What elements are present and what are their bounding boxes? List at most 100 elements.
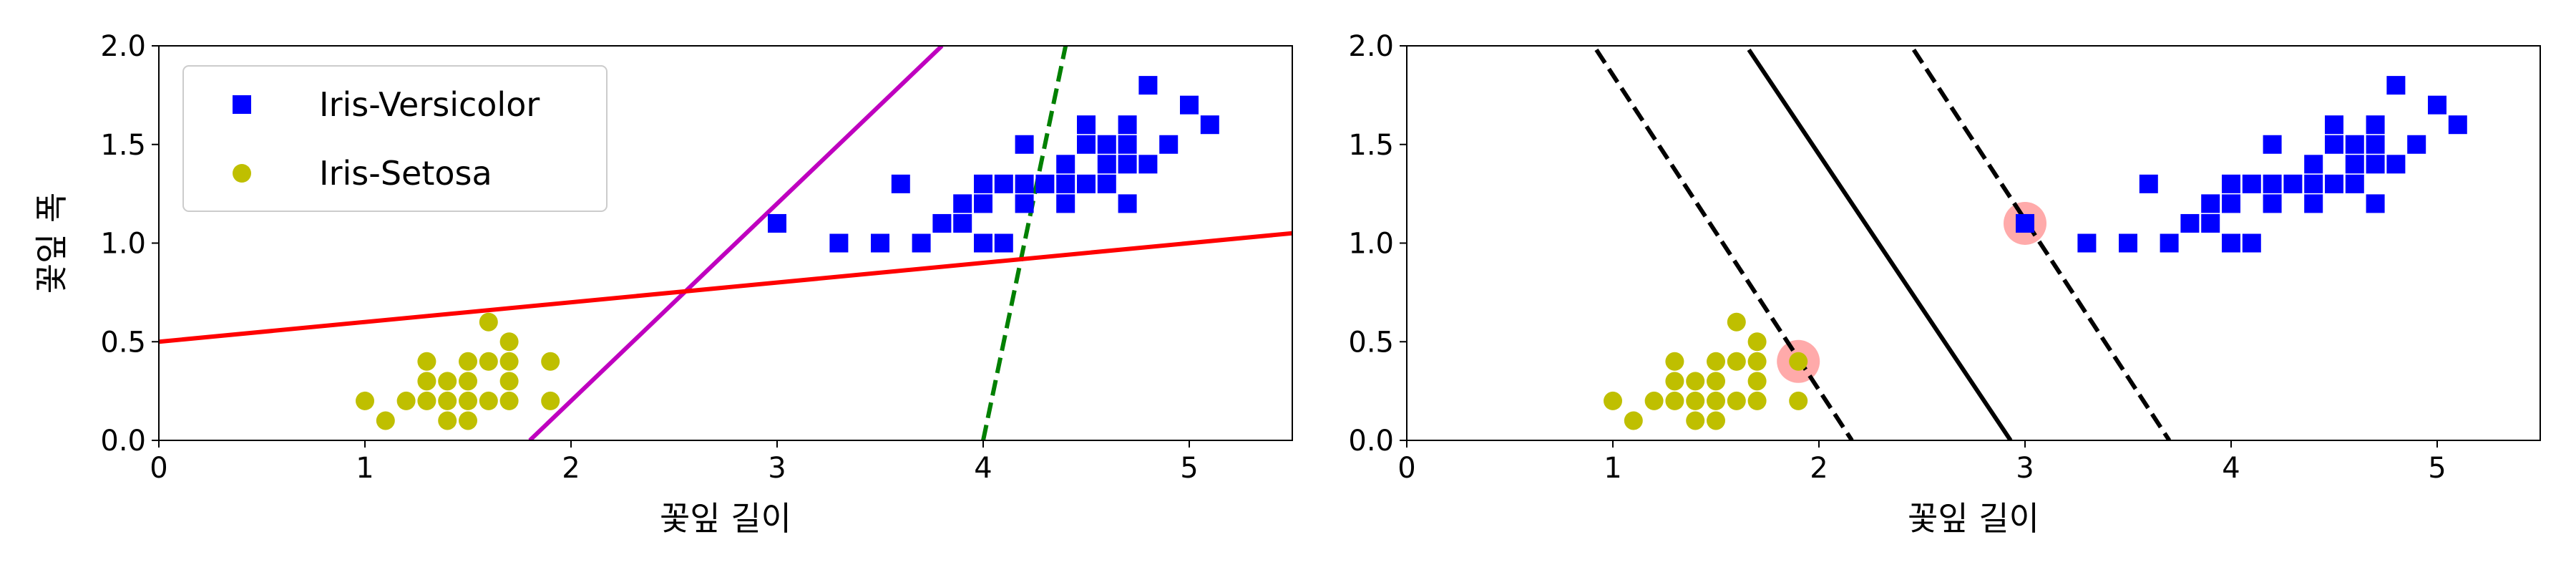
versicolor-point xyxy=(2201,213,2220,233)
setosa-point xyxy=(1747,391,1767,410)
versicolor-point xyxy=(871,233,889,253)
chart-panel-2: 0 1 2 3 4 5 0.0 0.5 1.0 1.5 2.0 꽃잎 길이 xyxy=(1348,30,2541,538)
x-axis-label: 꽃잎 길이 xyxy=(660,499,791,538)
versicolor-point xyxy=(2366,194,2385,213)
versicolor-point xyxy=(2160,233,2179,253)
setosa-point xyxy=(459,391,477,410)
setosa-point xyxy=(499,332,519,352)
setosa-point xyxy=(1747,352,1767,371)
versicolor-point xyxy=(1015,174,1034,193)
versicolor-point xyxy=(994,233,1013,253)
x-tick-label: 3 xyxy=(2016,452,2034,485)
versicolor-point xyxy=(2242,174,2261,193)
versicolor-point xyxy=(829,233,849,253)
setosa-point xyxy=(1624,411,1643,430)
versicolor-point xyxy=(2325,174,2343,193)
versicolor-point xyxy=(2263,135,2282,154)
versicolor-point xyxy=(2345,155,2364,174)
versicolor-point xyxy=(953,194,972,213)
versicolor-point xyxy=(1118,155,1137,174)
x-tick-label: 2 xyxy=(562,452,580,485)
versicolor-point xyxy=(1077,135,1096,154)
versicolor-point xyxy=(2222,174,2240,193)
setosa-point xyxy=(417,372,436,391)
versicolor-point xyxy=(2222,233,2240,253)
x-tick-label: 0 xyxy=(150,452,167,485)
versicolor-point xyxy=(2263,174,2282,193)
versicolor-point xyxy=(2077,233,2097,253)
versicolor-point xyxy=(2304,174,2323,193)
setosa-point xyxy=(499,391,519,410)
versicolor-point xyxy=(1138,76,1158,95)
setosa-point xyxy=(438,391,457,410)
versicolor-point xyxy=(1015,194,1034,213)
setosa-point xyxy=(1707,372,1725,391)
setosa-point xyxy=(1686,411,1705,430)
versicolor-point xyxy=(1056,174,1075,193)
setosa-point xyxy=(1644,391,1664,410)
versicolor-point xyxy=(974,233,992,253)
versicolor-point xyxy=(1159,135,1179,154)
x-tick-label: 2 xyxy=(1810,452,1828,485)
setosa-point xyxy=(438,372,457,391)
versicolor-point xyxy=(2304,155,2323,174)
setosa-point xyxy=(1727,352,1746,371)
setosa-point xyxy=(1747,372,1767,391)
setosa-point xyxy=(376,411,395,430)
versicolor-point xyxy=(1077,115,1096,135)
setosa-point xyxy=(1707,391,1725,410)
x-tick-label: 0 xyxy=(1397,452,1415,485)
versicolor-point xyxy=(2366,135,2385,154)
versicolor-point xyxy=(953,213,972,233)
versicolor-point xyxy=(1138,155,1158,174)
x-tick-label: 5 xyxy=(2428,452,2446,485)
y-tick-label: 1.0 xyxy=(1348,228,1394,261)
setosa-point xyxy=(356,391,374,410)
legend-entry: Iris-Versicolor xyxy=(319,85,540,124)
dashed-boundary-line xyxy=(1911,48,2172,440)
chart-panel-1: 0 1 2 3 4 5 0.0 0.5 1.0 1.5 2.0 꽃잎 길이 꽃잎 폭 Iris-Versi… xyxy=(32,30,1293,538)
versicolor-point xyxy=(2325,115,2343,135)
x-tick-label: 1 xyxy=(1604,452,1621,485)
versicolor-point xyxy=(1180,95,1199,115)
setosa-point xyxy=(499,372,519,391)
versicolor-point xyxy=(2242,233,2261,253)
y-tick-label: 1.5 xyxy=(1348,129,1394,162)
legend-versicolor-marker xyxy=(233,95,251,114)
plot-area xyxy=(1594,48,2467,440)
legend-box xyxy=(182,65,608,212)
versicolor-point xyxy=(2386,76,2406,95)
setosa-point xyxy=(1727,312,1746,332)
setosa-point xyxy=(479,391,498,410)
versicolor-point xyxy=(1077,174,1096,193)
versicolor-point xyxy=(2304,194,2323,213)
y-tick-label: 0.0 xyxy=(1348,425,1394,458)
setosa-point xyxy=(1604,391,1622,410)
plot-background xyxy=(1407,46,2540,440)
versicolor-point xyxy=(1035,174,1055,193)
setosa-point xyxy=(459,372,477,391)
x-tick-label: 4 xyxy=(2222,452,2240,485)
versicolor-point xyxy=(2325,135,2343,154)
versicolor-point xyxy=(2263,194,2282,213)
versicolor-point xyxy=(1118,115,1137,135)
versicolor-point xyxy=(2345,174,2364,193)
versicolor-point xyxy=(1056,194,1075,213)
x-axis-label: 꽃잎 길이 xyxy=(1908,499,2039,538)
setosa-point xyxy=(1727,391,1746,410)
setosa-point xyxy=(499,352,519,371)
setosa-point xyxy=(1665,372,1684,391)
versicolor-point xyxy=(2119,233,2137,253)
versicolor-point xyxy=(2448,115,2467,135)
versicolor-point xyxy=(2201,194,2220,213)
setosa-point xyxy=(417,352,436,371)
versicolor-point xyxy=(2366,115,2385,135)
setosa-point xyxy=(1665,352,1684,371)
versicolor-point xyxy=(1015,135,1034,154)
setosa-point xyxy=(1789,391,1808,410)
versicolor-point xyxy=(2407,135,2426,154)
setosa-point xyxy=(1707,352,1725,371)
y-tick-label: 2.0 xyxy=(100,30,146,63)
setosa-point xyxy=(438,411,457,430)
